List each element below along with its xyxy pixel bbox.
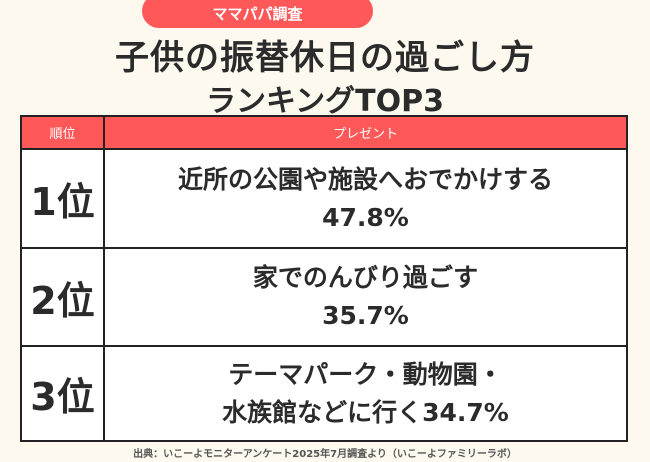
item-text: 家でのんびり過ごす — [252, 263, 479, 292]
ranking-table: 順位 プレゼント 1位 近所の公園や施設へおでかけする 47.8% 2位 家でのん… — [20, 115, 628, 442]
table-row: 1位 近所の公園や施設へおでかけする 47.8% — [20, 148, 628, 249]
item-cell: 家でのんびり過ごす 35.7% — [103, 247, 628, 347]
page-title: 子供の振替休日の過ごし方 — [115, 38, 535, 78]
rank-cell: 3位 — [20, 345, 105, 442]
item-percent: 水族館などに行く34.7% — [222, 397, 509, 427]
table-row: 3位 テーマパーク・動物園・ 水族館などに行く34.7% — [20, 345, 628, 442]
item-text: 近所の公園や施設へおでかけする — [177, 164, 553, 194]
item-percent: 47.8% — [322, 202, 409, 232]
survey-badge: ママパパ調査 — [142, 0, 373, 28]
item-percent: 35.7% — [322, 301, 409, 330]
table-header: 順位 プレゼント — [20, 115, 628, 150]
rank-cell: 2位 — [20, 247, 105, 347]
page-subtitle: ランキングTOP3 — [206, 84, 444, 119]
rank-cell: 1位 — [20, 148, 105, 249]
header-rank: 順位 — [20, 115, 105, 150]
table-row: 2位 家でのんびり過ごす 35.7% — [20, 247, 628, 347]
source-note: 出典：いこーよモニターアンケート2025年7月調査より（いこーよファミリーラボ） — [133, 449, 517, 460]
header-item: プレゼント — [103, 115, 628, 150]
item-cell: 近所の公園や施設へおでかけする 47.8% — [103, 148, 628, 249]
item-text: テーマパーク・動物園・ — [228, 359, 503, 389]
item-cell: テーマパーク・動物園・ 水族館などに行く34.7% — [103, 345, 628, 442]
